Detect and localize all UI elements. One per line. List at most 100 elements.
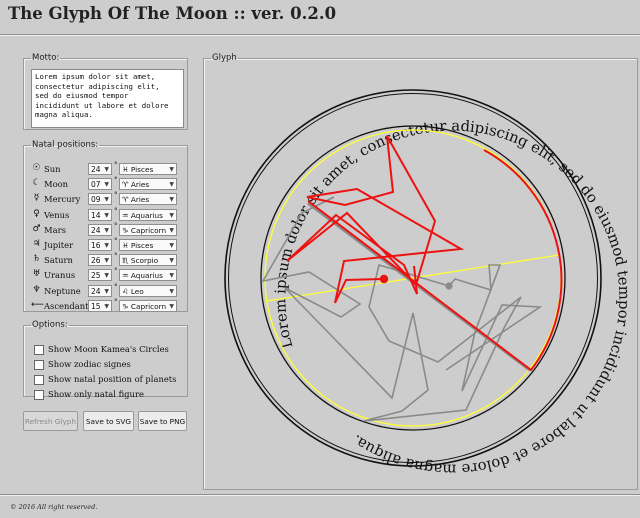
saturn-icon: ♄ [32, 254, 41, 265]
chevron-down-icon: ▼ [169, 302, 174, 310]
degree-symbol: ° [114, 176, 118, 185]
degree-symbol: ° [114, 237, 118, 245]
chevron-down-icon: ▼ [169, 257, 174, 265]
chevron-down-icon: ▼ [104, 181, 109, 189]
zodiac-sign-select[interactable]: ♒ Aquarius ▼ [119, 208, 177, 221]
planet-row-jupiter: ♃ Jupiter 16 ▼ ° ♓ Pisces ▼ [31, 237, 187, 252]
degree-symbol: ° [114, 282, 118, 291]
checkbox[interactable] [34, 345, 44, 355]
degree-select[interactable]: 26 ▼ [88, 254, 112, 267]
planet-name: Neptune [44, 285, 81, 296]
venus-icon: ♀ [33, 208, 40, 219]
zodiac-sign-icon: ♑ [122, 225, 129, 235]
degree-select[interactable]: 24 ▼ [88, 284, 112, 297]
zodiac-sign-value: Scorpio [130, 256, 159, 266]
degree-value: 26 [91, 256, 101, 266]
planet-name: Venus [44, 209, 70, 220]
option-label: Show only natal figure [48, 389, 144, 399]
option-label: Show Moon Kamea's Circles [48, 344, 169, 354]
degree-symbol: ° [114, 252, 118, 261]
natal-positions-legend: Natal positions: [32, 140, 99, 150]
degree-value: 14 [91, 210, 101, 220]
planet-name: Moon [44, 179, 69, 190]
chevron-down-icon: ▼ [104, 166, 109, 173]
zodiac-sign-icon: ♈ [122, 180, 129, 190]
degree-value: 07 [91, 180, 101, 190]
degree-value: 16 [91, 241, 101, 250]
zodiac-sign-select[interactable]: ♏ Scorpio ▼ [119, 254, 177, 267]
checkbox[interactable] [34, 360, 44, 370]
motto-textarea[interactable] [31, 69, 184, 128]
planet-row-mars: ♂ Mars 24 ▼ ° ♑ Capricorn ▼ [31, 222, 187, 237]
planet-name: Sun [44, 164, 61, 174]
zodiac-sign-icon: ♓ [122, 165, 129, 174]
degree-value: 09 [91, 195, 101, 205]
neptune-icon: ♆ [32, 284, 41, 295]
planet-row-mercury: ☿ Mercury 09 ▼ ° ♈ Aries ▼ [31, 191, 187, 206]
zodiac-sign-icon: ♒ [122, 210, 129, 220]
degree-select[interactable]: 16 ▼ [88, 239, 112, 251]
planet-row-sun: ☉ Sun 24 ▼ ° ♓ Pisces ▼ [31, 161, 187, 176]
motto-legend: Motto: [32, 53, 60, 63]
zodiac-sign-select[interactable]: ♑ Capricorn ▼ [119, 299, 177, 312]
chevron-down-icon: ▼ [104, 272, 109, 280]
zodiac-sign-select[interactable]: ♓ Pisces ▼ [119, 163, 177, 175]
header-divider [0, 34, 640, 36]
motto-panel: Motto: [23, 53, 188, 130]
zodiac-sign-value: Aries [130, 180, 150, 190]
degree-select[interactable]: 09 ▼ [88, 193, 112, 206]
gray-glyph-figure [261, 196, 543, 422]
degree-select[interactable]: 15 ▼ [88, 299, 112, 312]
checkbox[interactable] [34, 375, 44, 385]
zodiac-sign-select[interactable]: ♈ Aries ▼ [119, 178, 177, 191]
glyph-panel: Glyph Lorem ipsum dolor sit amet, consec… [203, 53, 638, 490]
zodiac-sign-select[interactable]: ♓ Pisces ▼ [119, 239, 177, 251]
options-panel: Options: Show Moon Kamea's Circles Show … [23, 320, 188, 400]
zodiac-sign-value: Leo [130, 286, 144, 296]
zodiac-sign-icon: ♒ [122, 271, 129, 281]
refresh-glyph-button[interactable]: Refresh Glyph [23, 411, 78, 431]
footer-copyright: © 2016 All right reserved. [10, 503, 98, 511]
degree-symbol: ° [114, 267, 118, 276]
zodiac-sign-value: Pisces [130, 241, 154, 250]
degree-symbol: ° [114, 297, 118, 306]
gray-endpoint-dot [445, 282, 453, 290]
degree-select[interactable]: 24 ▼ [88, 163, 112, 175]
zodiac-sign-value: Capricorn [130, 301, 167, 311]
planet-name: Mercury [44, 194, 81, 205]
save-svg-button[interactable]: Save to SVG [83, 411, 134, 431]
save-png-button[interactable]: Save to PNG [138, 411, 187, 431]
chevron-down-icon: ▼ [104, 196, 109, 204]
red-endpoint-dot [379, 274, 389, 284]
chevron-down-icon: ▼ [169, 166, 174, 173]
checkbox[interactable] [34, 390, 44, 400]
degree-select[interactable]: 25 ▼ [88, 269, 112, 282]
degree-value: 25 [91, 271, 101, 281]
degree-value: 15 [91, 301, 101, 311]
degree-select[interactable]: 07 ▼ [88, 178, 112, 191]
sun-icon: ☉ [32, 163, 41, 173]
planet-name: Saturn [44, 255, 73, 266]
zodiac-sign-select[interactable]: ♈ Aries ▼ [119, 193, 177, 206]
zodiac-sign-select[interactable]: ♌ Leo ▼ [119, 284, 177, 297]
chevron-down-icon: ▼ [169, 211, 174, 219]
chevron-down-icon: ▼ [169, 272, 174, 280]
outer-ring-inner [228, 93, 598, 463]
degree-select[interactable]: 14 ▼ [88, 208, 112, 221]
inner-ring [260, 125, 566, 431]
zodiac-sign-value: Aquarius [130, 210, 163, 220]
zodiac-sign-select[interactable]: ♒ Aquarius ▼ [119, 269, 177, 282]
chevron-down-icon: ▼ [104, 226, 109, 234]
zodiac-sign-select[interactable]: ♑ Capricorn ▼ [119, 223, 177, 236]
chevron-down-icon: ▼ [169, 287, 174, 295]
chevron-down-icon: ▼ [104, 302, 109, 310]
planet-name: Uranus [44, 270, 76, 281]
red-arc [307, 149, 563, 372]
planet-row-moon: ☾ Moon 07 ▼ ° ♈ Aries ▼ [31, 176, 187, 191]
zodiac-sign-value: Aries [130, 195, 150, 205]
degree-select[interactable]: 24 ▼ [88, 223, 112, 236]
chevron-down-icon: ▼ [104, 211, 109, 219]
outer-ring [224, 89, 602, 467]
zodiac-sign-value: Capricorn [130, 225, 167, 235]
footer-divider [0, 494, 640, 496]
